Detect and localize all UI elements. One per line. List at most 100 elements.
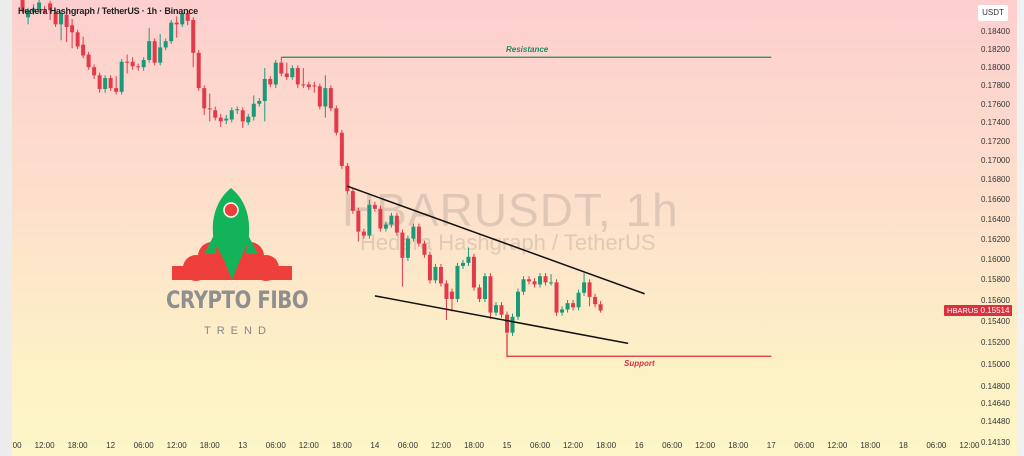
candle-body [367,204,372,236]
price-tick-label: 0.17800 [981,81,1010,91]
candle-body [59,12,64,25]
candle-body [598,304,603,311]
candle-body [460,262,465,266]
candle-body [108,78,113,89]
candle-body [191,19,196,53]
candle-body [554,282,559,313]
price-tick-label: 0.16200 [981,234,1010,244]
price-tick-label: 0.16600 [981,194,1010,204]
time-tick-label: 06:00 [794,441,815,450]
price-tick-label: 0.14130 [981,438,1010,447]
time-tick-label: 16 [634,441,644,450]
last-price-symbol: HBARUSDT [944,305,992,316]
candle-body [301,84,306,86]
candle-body [334,108,339,133]
candle-body [42,9,47,11]
candle-body [169,22,174,42]
candle-body [323,88,328,107]
candle-body [75,32,80,47]
price-tick-label: 0.16800 [981,175,1010,185]
candle-body [471,256,476,288]
price-tick-label: 0.15800 [981,275,1010,285]
candle-body [218,117,223,122]
candle-body [350,191,355,211]
price-tick-label: 0.18400 [981,27,1010,37]
candle-body [86,54,91,68]
candle-body [389,215,394,225]
time-tick-label: 18:00 [860,441,881,450]
candle-body [224,118,229,121]
candle-body [48,3,53,11]
chart-area[interactable]: HBARUSDT, 1h Hedera Hashgraph / TetherUS… [12,0,1017,456]
candle-body [37,2,42,11]
candle-body [163,41,168,48]
candle-body [273,62,278,85]
time-tick-label: 18:00 [596,441,617,450]
time-tick-label: 06:00 [530,441,551,450]
time-tick-label: 06:00 [265,441,286,450]
price-tick-label: 0.17600 [981,99,1010,109]
candle-body [26,10,31,18]
candle-body [312,85,317,87]
candle-body [174,22,179,25]
candle-body [202,88,207,109]
price-tick-label: 0.15000 [981,359,1010,369]
candle-body [394,215,399,233]
candle-body [427,254,432,281]
candle-body [466,256,471,263]
logo-subtitle: TREND [204,325,272,337]
time-tick-label: 17 [766,441,776,450]
candle-body [378,208,383,229]
candle-body [565,303,570,310]
candle-body [505,314,509,333]
candle-body [290,68,295,78]
price-tick-label: 0.14640 [981,399,1010,409]
candle-body [576,292,581,308]
candle-body [306,84,311,88]
candle-body [152,41,157,63]
candle-body [438,266,443,284]
candle-body [455,265,460,299]
candle-body [125,61,130,63]
time-tick-label: 12:00 [695,441,716,450]
chart-legend: Hedera Hashgraph / TetherUS · 1h · Binan… [18,6,198,16]
candle-body [97,75,102,90]
logo-rocket-icon [172,188,292,281]
candle-body [345,165,350,192]
candle-body [246,116,251,123]
time-tick-label: 18:00 [463,441,484,450]
candle-body [262,78,267,101]
candle-body [114,88,119,92]
price-tick-label: 0.14800 [981,381,1010,391]
time-tick-label: 06:00 [662,441,683,450]
candle-body [416,226,421,244]
candle-body [593,296,598,305]
candle-body [213,110,218,118]
candle-body [279,62,284,74]
last-price-value: 0.15514 [978,305,1012,316]
price-tick-label: 0.14480 [981,417,1010,427]
candle-body [31,8,36,13]
candle-body [422,243,427,255]
time-tick-label: 12:00 [563,441,584,450]
lower-trendline [374,295,629,345]
candle-body [207,108,212,110]
right-edge [1017,0,1024,456]
candle-body [527,279,532,282]
price-tick-label: 0.16400 [981,214,1010,224]
candle-body [571,303,576,308]
time-tick-label: 06:00 [926,441,947,450]
candle-body [532,281,537,285]
candle-body [284,73,289,78]
candle-body [488,276,493,313]
candle-body [295,68,300,85]
candle-body [158,47,163,63]
resistance-label: Resistance [506,45,549,54]
candle-body [383,224,388,229]
candle-body [516,291,521,317]
candle-body [477,287,482,299]
price-tick-label: 0.18200 [981,45,1010,55]
candlestick-plot[interactable] [12,0,1017,456]
time-tick-label: 18:00 [67,441,88,450]
currency-button[interactable]: USDT [978,5,1008,21]
